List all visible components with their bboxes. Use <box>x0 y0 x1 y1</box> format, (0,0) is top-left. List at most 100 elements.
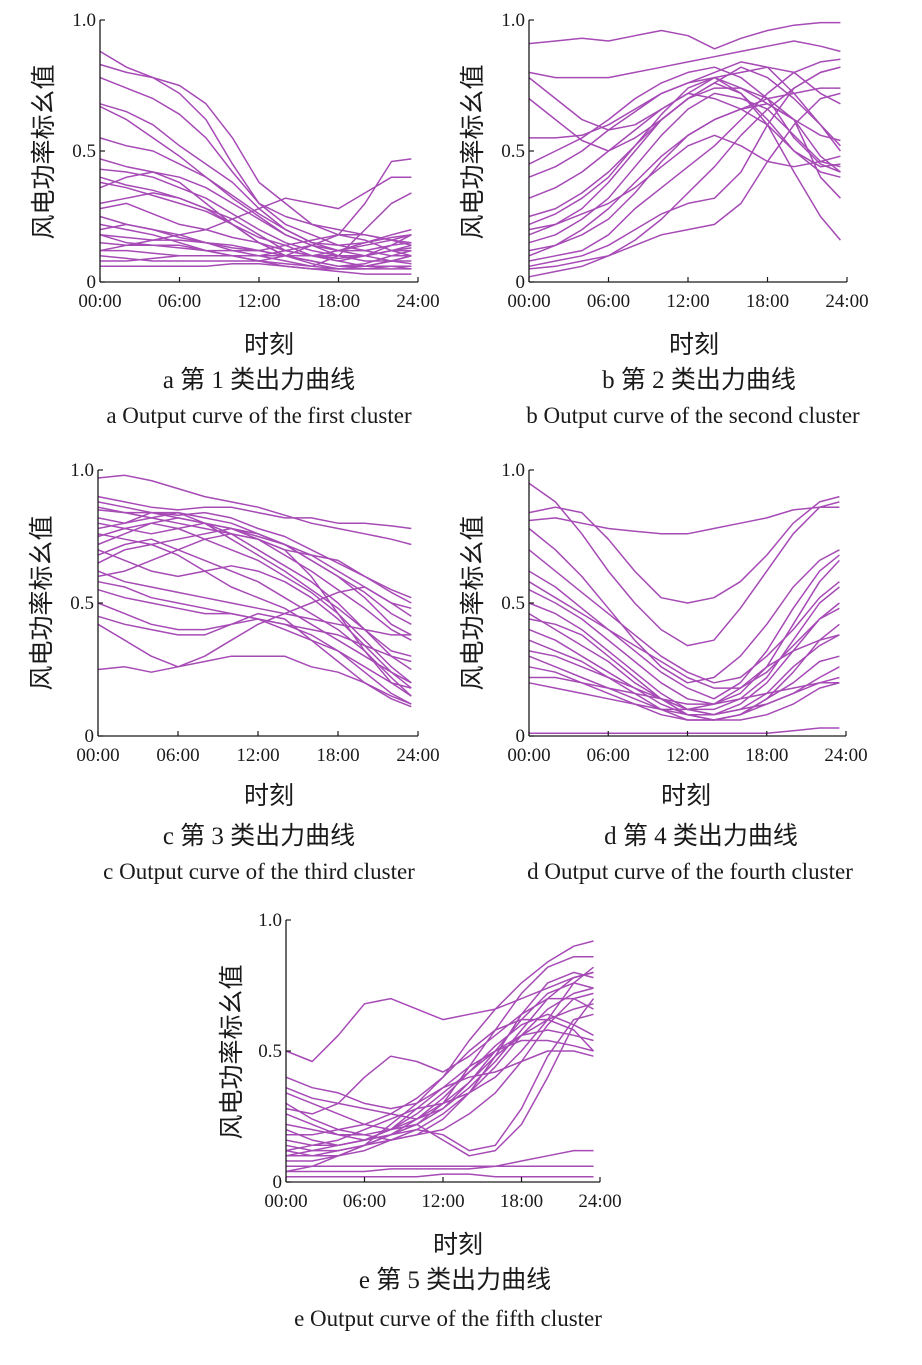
series-line-13 <box>528 655 840 721</box>
chart-a: 00:00 06:00 12:00 18:00 24:00 0 0.5 1.0 风电功率标幺值时… <box>30 10 440 428</box>
x-tick-label: 12:00 <box>237 291 280 312</box>
series-line-18 <box>528 66 841 278</box>
series-line-7 <box>285 1029 594 1147</box>
x-tick-label: 00:00 <box>507 745 550 766</box>
series-line-18 <box>97 655 412 705</box>
y-axis-label: 风电功率标幺值 <box>459 64 487 239</box>
series-group <box>285 940 595 1178</box>
series-line-14 <box>99 223 412 270</box>
series-line-19 <box>528 581 840 689</box>
series-line-17 <box>97 586 412 668</box>
series-line-17 <box>529 727 840 735</box>
x-tick-label: 12:00 <box>421 1191 464 1212</box>
y-tick-label: 0 <box>516 726 526 747</box>
series-line-13 <box>286 1149 594 1168</box>
series-line-15 <box>286 1173 594 1178</box>
x-tick-label: 06:00 <box>587 745 630 766</box>
chart-e: 00:00 06:00 12:00 18:00 24:00 0 0.5 1.0 风电功率标幺值时… <box>218 910 622 1331</box>
series-group <box>528 21 841 278</box>
caption-chinese: d 第 4 类出力曲线 <box>604 822 798 850</box>
series-line-1 <box>99 50 412 247</box>
y-tick-label: 0.5 <box>258 1041 282 1062</box>
caption-english: e Output curve of the fifth cluster <box>294 1306 602 1331</box>
series-line-20 <box>285 997 594 1115</box>
series-line-18 <box>528 549 840 684</box>
series-line-16 <box>528 634 840 711</box>
series-line-24 <box>100 244 412 262</box>
series-line-21 <box>97 506 412 604</box>
series-line-20 <box>100 262 412 275</box>
series-line-22 <box>99 158 412 262</box>
chart-b: 00:00 06:00 12:00 18:00 24:00 0 0.5 1.0 风电功率标幺值时… <box>459 10 869 428</box>
series-line-11 <box>528 87 841 236</box>
series-line-12 <box>528 92 841 244</box>
x-tick-label: 18:00 <box>316 745 359 766</box>
series-group <box>528 482 840 735</box>
chart-panel-a: 00:00 06:00 12:00 18:00 24:00 0 0.5 1.0 风电功率标幺值时… <box>0 0 461 450</box>
series-line-8 <box>528 92 841 199</box>
x-tick-label: 18:00 <box>746 291 789 312</box>
y-tick-label: 0.5 <box>72 141 96 162</box>
x-tick-label: 24:00 <box>396 745 439 766</box>
series-line-2 <box>528 40 841 79</box>
y-axis-label: 风电功率标幺值 <box>459 515 487 690</box>
x-tick-label: 12:00 <box>666 291 709 312</box>
series-line-6 <box>528 559 840 705</box>
x-tick-label: 12:00 <box>236 745 279 766</box>
x-axis-label: 时刻 <box>433 1231 483 1259</box>
series-line-16 <box>97 612 412 708</box>
x-tick-label: 06:00 <box>343 1191 386 1212</box>
y-tick-label: 1.0 <box>501 10 525 31</box>
series-group <box>97 474 412 708</box>
series-line-11 <box>286 992 594 1157</box>
chart-panel-c: 00:00 06:00 12:00 18:00 24:00 0 0.5 1.0 风电功率标幺值时… <box>0 455 461 895</box>
x-tick-label: 24:00 <box>824 745 867 766</box>
x-tick-label: 06:00 <box>156 745 199 766</box>
y-tick-label: 0 <box>273 1172 283 1193</box>
series-line-5 <box>528 554 840 700</box>
series-line-1 <box>97 474 412 546</box>
x-tick-label: 24:00 <box>825 291 868 312</box>
series-line-3 <box>528 495 840 604</box>
x-tick-label: 18:00 <box>500 1191 543 1212</box>
caption-chinese: a 第 1 类出力曲线 <box>163 366 355 394</box>
y-axis-label: 风电功率标幺值 <box>28 515 56 690</box>
series-line-5 <box>529 76 841 142</box>
series-line-19 <box>528 134 841 231</box>
y-tick-label: 1.0 <box>70 460 94 481</box>
series-line-15 <box>529 676 840 705</box>
series-line-21 <box>99 176 412 252</box>
chart-d: 00:00 06:00 12:00 18:00 24:00 0 0.5 1.0 风电功率标幺值时… <box>459 460 868 884</box>
x-axis-label: 时刻 <box>244 782 294 810</box>
x-tick-label: 18:00 <box>745 745 788 766</box>
chart-panel-b: 00:00 06:00 12:00 18:00 24:00 0 0.5 1.0 风电功率标幺值时… <box>459 0 922 450</box>
series-line-10 <box>99 181 412 268</box>
series-line-6 <box>528 66 841 173</box>
chart-panel-e: 00:00 06:00 12:00 18:00 24:00 0 0.5 1.0 风电功率标幺值时… <box>210 900 680 1360</box>
chart-c: 00:00 06:00 12:00 18:00 24:00 0 0.5 1.0 风电功率标幺值时… <box>28 460 440 884</box>
x-tick-label: 00:00 <box>78 291 121 312</box>
series-line-14 <box>528 58 841 262</box>
caption-english: a Output curve of the first cluster <box>106 403 412 428</box>
y-tick-label: 0 <box>85 726 95 747</box>
series-line-6 <box>99 137 412 247</box>
x-tick-label: 24:00 <box>578 1191 621 1212</box>
y-axis-label: 风电功率标幺值 <box>218 964 246 1139</box>
series-line-21 <box>285 998 595 1157</box>
series-line-1 <box>285 971 594 1063</box>
series-line-16 <box>528 92 841 270</box>
x-tick-label: 12:00 <box>666 745 709 766</box>
series-group <box>99 50 412 275</box>
series-line-18 <box>285 966 594 1152</box>
chart-panel-d: 00:00 06:00 12:00 18:00 24:00 0 0.5 1.0 风电功率标幺值时… <box>459 455 922 895</box>
y-tick-label: 1.0 <box>72 10 96 31</box>
caption-chinese: b 第 2 类出力曲线 <box>602 366 796 394</box>
y-tick-label: 1.0 <box>258 910 282 931</box>
y-tick-label: 0.5 <box>70 593 94 614</box>
x-tick-label: 00:00 <box>507 291 550 312</box>
series-line-14 <box>286 1165 594 1173</box>
series-line-15 <box>97 602 412 705</box>
series-line-2 <box>99 63 412 257</box>
x-tick-label: 24:00 <box>396 291 439 312</box>
y-tick-label: 0.5 <box>501 593 525 614</box>
